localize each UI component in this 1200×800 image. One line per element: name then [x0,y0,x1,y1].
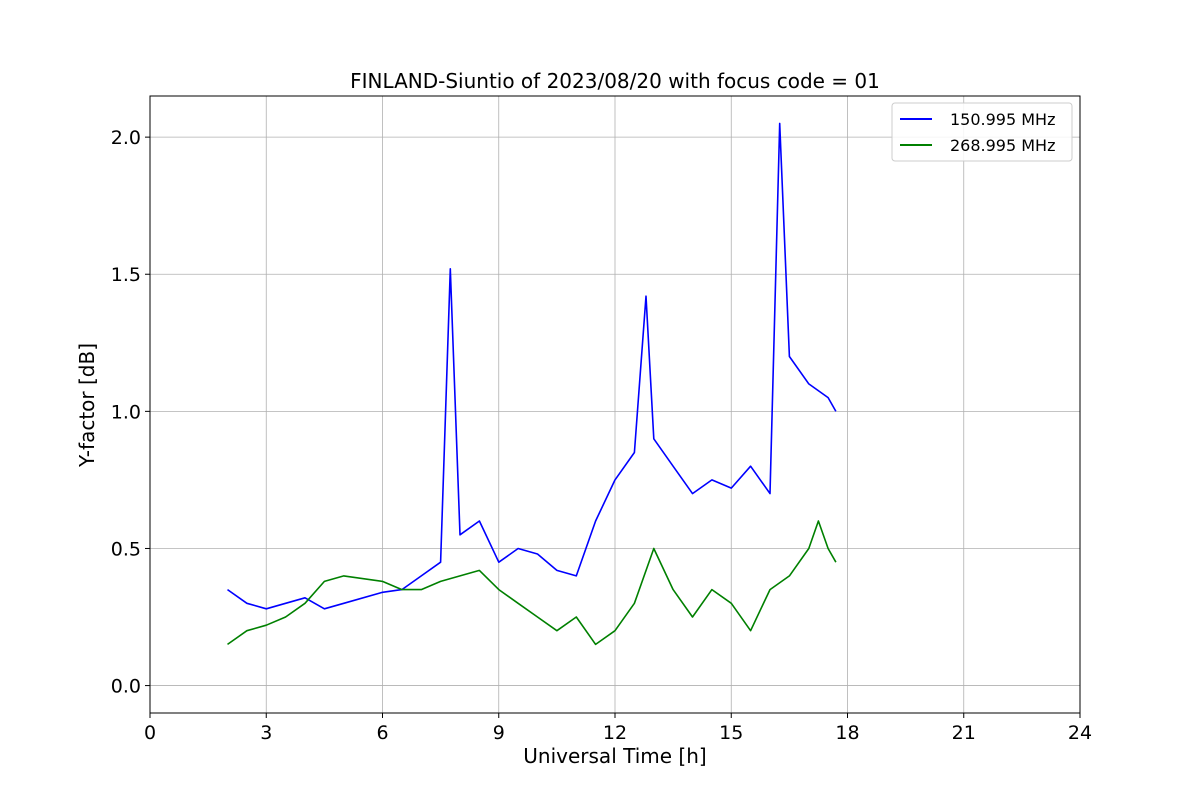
y-tick-label: 1.0 [111,401,141,423]
x-tick-label: 12 [603,722,627,744]
x-tick-label: 21 [952,722,976,744]
series-line-1 [227,122,837,610]
x-tick-label: 18 [835,722,859,744]
x-tick-label: 6 [376,722,388,744]
legend-box [891,102,1073,162]
y-tick-label: 0.0 [111,676,141,698]
legend-label: 150.995 MHz [950,110,1055,129]
y-tick-label: 1.5 [111,264,141,286]
x-axis-label: Universal Time [h] [523,744,706,768]
x-tick-label: 15 [719,722,743,744]
legend: 150.995 MHz 268.995 MHz [891,102,1073,162]
series-line-2 [227,520,837,646]
y-axis-label: Y-factor [dB] [75,343,99,468]
x-tick-label: 9 [493,722,505,744]
y-tick-label: 0.5 [111,538,141,560]
x-tick-label: 24 [1068,722,1092,744]
chart-title: FINLAND-Siuntio of 2023/08/20 with focus… [350,69,880,93]
x-axis: 0 3 6 9 12 15 18 21 24 [144,713,1092,744]
x-tick-label: 3 [260,722,272,744]
legend-label: 268.995 MHz [950,136,1055,155]
y-axis: 0.0 0.5 1.0 1.5 2.0 [111,127,150,698]
y-tick-label: 2.0 [111,127,141,149]
series-layer [227,122,837,646]
x-tick-label: 0 [144,722,156,744]
